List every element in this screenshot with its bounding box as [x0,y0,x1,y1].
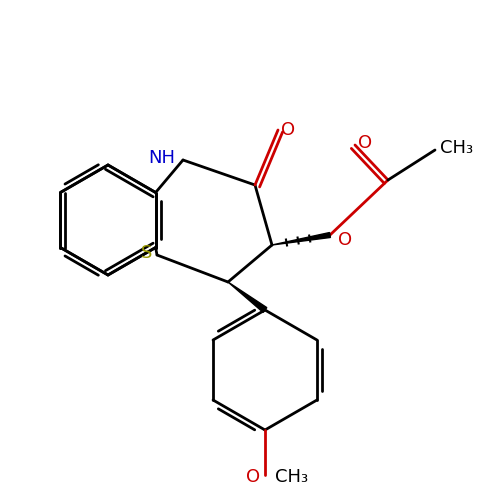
Polygon shape [272,232,330,245]
Text: NH: NH [148,149,175,167]
Text: O: O [281,121,295,139]
Text: CH₃: CH₃ [440,139,473,157]
Text: S: S [140,244,152,262]
Text: O: O [338,231,352,249]
Polygon shape [228,282,267,312]
Text: O: O [246,468,260,486]
Text: O: O [358,134,372,152]
Text: CH₃: CH₃ [275,468,308,486]
